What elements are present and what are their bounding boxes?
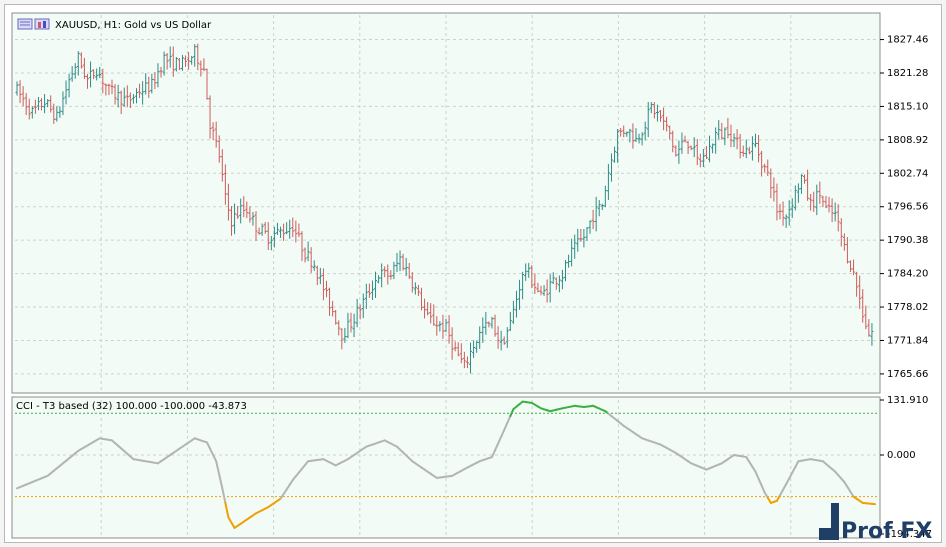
- indicator-segment: [757, 477, 763, 487]
- main-pane[interactable]: 1827.46 1821.28 1815.10 1808.92 1802.74 1796.…: [11, 12, 928, 394]
- price-tick-label: 1790.38: [887, 235, 928, 246]
- price-tick-label: 1808.92: [887, 135, 928, 146]
- indicator-pane[interactable]: 131.910 0.000 -194.347 CCI - T3 based (32)…: [11, 395, 932, 540]
- indicator-tick-label: -194.347: [887, 529, 932, 540]
- indicator-line[interactable]: [16, 400, 876, 529]
- indicator-segment: [788, 471, 794, 480]
- indicator-segment: [497, 435, 503, 445]
- indicator-segment: [506, 415, 512, 425]
- indicator-axis[interactable]: 131.910 0.000 -194.347: [880, 395, 932, 540]
- price-tick-label: 1765.66: [887, 369, 928, 380]
- price-tick-label: 1778.02: [887, 302, 928, 313]
- indicator-segment: [494, 442, 500, 452]
- indicator-segment: [791, 465, 797, 474]
- watermark-logo-bar: [819, 528, 831, 540]
- watermark-text: Prof FX: [841, 519, 932, 544]
- indicator-segment: [766, 496, 772, 504]
- indicator-segment: [775, 494, 782, 502]
- chart-title-text: XAUUSD, H1: Gold vs US Dollar: [55, 20, 212, 31]
- indicator-segment: [490, 449, 497, 459]
- indicator-segment: [224, 501, 230, 519]
- indicator-tick-label: 131.910: [887, 395, 928, 406]
- price-tick-label: 1821.28: [887, 68, 928, 79]
- indicator-segment: [794, 460, 800, 468]
- chart-window[interactable]: 1827.46 1821.28 1815.10 1808.92 1802.74 1796.…: [4, 4, 943, 544]
- indicator-segment: [500, 428, 506, 438]
- price-tick-label: 1796.56: [887, 202, 928, 213]
- price-tick-label: 1771.84: [887, 335, 928, 346]
- indicator-segment: [763, 491, 769, 499]
- indicator-segment: [782, 483, 788, 491]
- indicator-segment: [509, 408, 515, 418]
- indicator-segment: [215, 460, 221, 476]
- indicator-tick-label: 0.000: [887, 450, 916, 461]
- chart-timeframe-icon: [34, 18, 50, 30]
- price-tick-label: 1815.10: [887, 101, 928, 112]
- indicator-segment: [779, 488, 785, 497]
- indicator-segment: [760, 484, 766, 494]
- price-axis[interactable]: 1827.46 1821.28 1815.10 1808.92 1802.74 1796.…: [880, 35, 928, 380]
- chart-symbol-icon: [17, 18, 33, 30]
- indicator-segment: [218, 473, 224, 490]
- candles[interactable]: [15, 43, 874, 374]
- indicator-segment: [503, 422, 509, 431]
- indicator-segment: [221, 487, 227, 504]
- price-tick-label: 1784.20: [887, 269, 928, 280]
- price-tick-label: 1802.74: [887, 168, 928, 179]
- indicator-segment: [230, 521, 236, 529]
- indicator-segment: [754, 470, 760, 480]
- indicator-segment: [785, 477, 791, 486]
- indicator-segment: [227, 516, 233, 524]
- main-grid: [15, 15, 879, 391]
- indicator-levels: [15, 412, 879, 498]
- indicator-segment: [205, 441, 212, 450]
- chart-canvas[interactable]: 1827.46 1821.28 1815.10 1808.92 1802.74 1796.…: [5, 5, 943, 544]
- indicator-title: CCI - T3 based (32) 100.000 -100.000 -43…: [16, 401, 247, 412]
- chart-title: XAUUSD, H1: Gold vs US Dollar: [17, 18, 212, 31]
- watermark-logo-stem: [831, 503, 839, 540]
- indicator-segment: [212, 453, 218, 463]
- price-tick-label: 1827.46: [887, 35, 928, 46]
- indicator-segment: [209, 447, 215, 456]
- watermark: Prof FX: [819, 503, 932, 544]
